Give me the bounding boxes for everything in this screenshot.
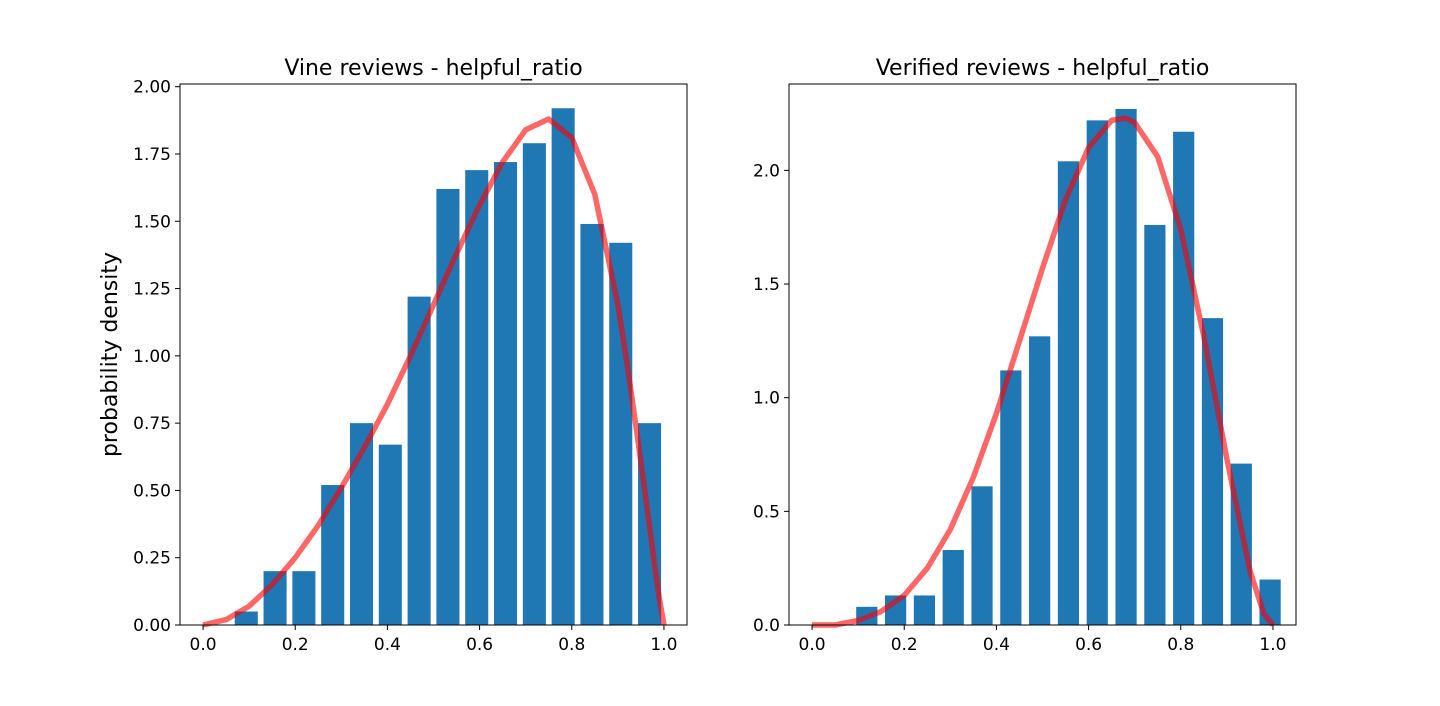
y-tick-label: 1.75 [133, 145, 171, 165]
y-tick-label: 1.00 [133, 347, 171, 367]
bar [407, 296, 431, 625]
x-tick-label: 0.6 [1075, 635, 1102, 655]
bar [1115, 109, 1137, 625]
chart-panel-vine: 0.0 0.2 0.4 0.6 0.8 1.0 0.00 0.25 0.50 0.75 1.00 1.… [98, 56, 688, 655]
x-tick-label: 1.0 [650, 635, 677, 655]
bar [609, 242, 633, 625]
x-tick-label: 0.8 [1167, 635, 1194, 655]
chart-title: Vine reviews - helpful_ratio [284, 56, 582, 81]
y-tick-label: 1.50 [133, 212, 171, 232]
density-curve [812, 115, 1276, 628]
bar [913, 595, 936, 625]
bar [436, 188, 460, 625]
axes-frame [788, 83, 1297, 626]
y-tick-label: 2.00 [133, 78, 171, 98]
x-tick-label: 0.4 [374, 635, 401, 655]
x-tick-label: 0.4 [983, 635, 1010, 655]
x-tick-label: 0.0 [799, 635, 826, 655]
bar [349, 423, 374, 625]
chart-panel-verified: 0.0 0.2 0.4 0.6 0.8 1.0 0.0 0.5 1.0 1.5 2.0 Verifie… [753, 56, 1297, 655]
bar [1029, 336, 1051, 625]
y-tick-label: 0.5 [753, 502, 780, 522]
bar [234, 611, 258, 625]
bar [378, 444, 402, 625]
bar [292, 571, 316, 625]
y-axis-label: probability density [98, 252, 123, 457]
y-tick-label: 0.25 [133, 549, 171, 569]
x-tick-label: 0.2 [282, 635, 309, 655]
y-tick-label: 1.25 [133, 280, 171, 300]
y-tick-label: 2.0 [753, 161, 780, 181]
bar [551, 108, 575, 625]
axes-frame [179, 83, 688, 626]
bar [321, 485, 345, 625]
bar [580, 223, 604, 625]
x-tick-label: 1.0 [1259, 635, 1286, 655]
x-tick-label: 0.0 [190, 635, 217, 655]
x-tick-label: 0.8 [558, 635, 585, 655]
y-tick-label: 0.50 [133, 481, 171, 501]
density-curve [202, 116, 667, 628]
bar [1173, 131, 1195, 625]
y-tick-label: 0.00 [133, 616, 171, 636]
y-tick-label: 0.0 [753, 616, 780, 636]
bar [494, 162, 518, 625]
y-tick-label: 1.5 [753, 275, 780, 295]
bar [465, 170, 489, 626]
bar [1201, 318, 1224, 625]
bar [522, 143, 546, 625]
bar [1000, 370, 1022, 625]
x-tick-label: 0.2 [891, 635, 918, 655]
bar [1057, 161, 1080, 626]
y-tick-label: 0.75 [133, 414, 171, 434]
bar [942, 549, 964, 625]
bar [971, 486, 993, 625]
bar [1086, 120, 1108, 625]
x-tick-label: 0.6 [466, 635, 493, 655]
y-tick-label: 1.0 [753, 389, 780, 409]
bar [1144, 224, 1166, 625]
chart-title: Verified reviews - helpful_ratio [876, 56, 1210, 81]
